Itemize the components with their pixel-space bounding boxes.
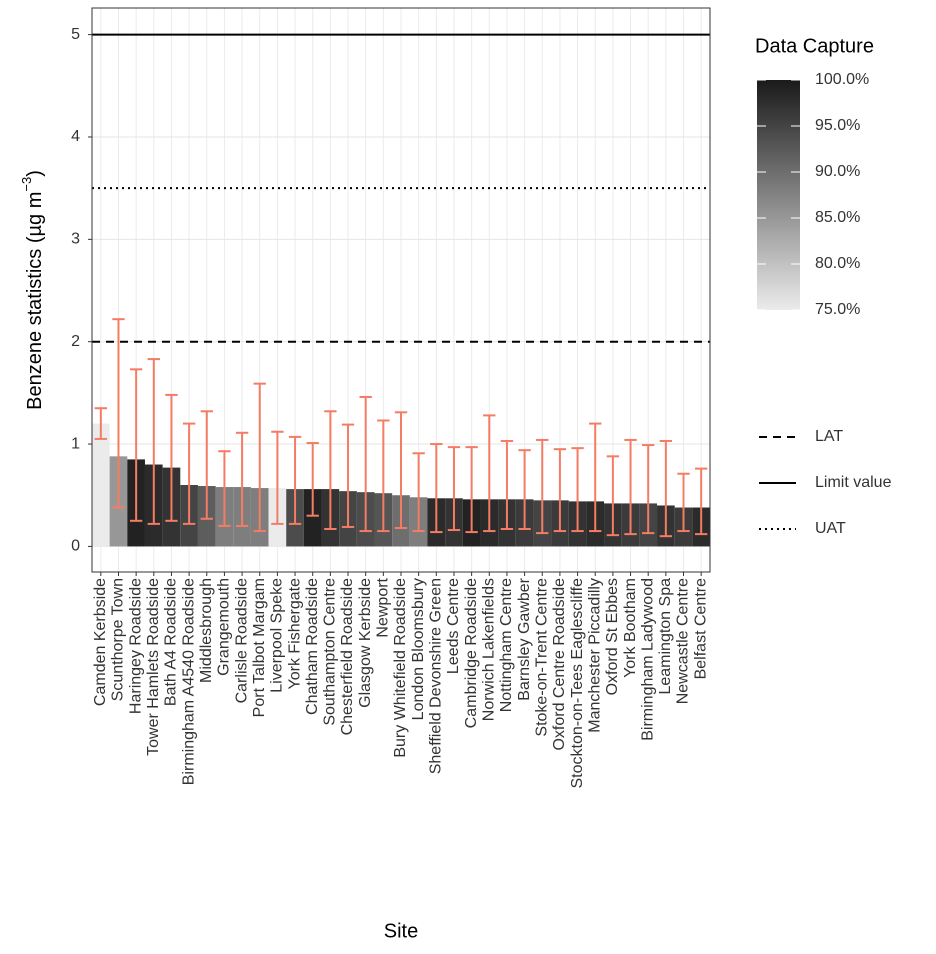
x-tick-label: Belfast Centre: [692, 578, 709, 679]
x-axis-title: Site: [384, 920, 418, 942]
x-tick-label: Nottingham Centre: [498, 578, 515, 712]
bar: [92, 423, 110, 547]
x-tick-label: Sheffield Devonshire Green: [428, 578, 445, 774]
x-tick-label: Barnsley Gawber: [516, 577, 533, 700]
colorbar-label: 95.0%: [815, 117, 860, 134]
x-tick-label: Southampton Centre: [322, 578, 339, 726]
y-label: Benzene statistics (µg m: [24, 192, 46, 410]
y-tick-label: 1: [71, 435, 80, 452]
colorbar: [757, 80, 800, 310]
x-tick-label: Newport: [375, 577, 392, 637]
x-tick-label: Scunthorpe Town: [110, 578, 127, 701]
x-tick-label: Cambridge Roadside: [463, 578, 480, 728]
x-tick-label: Norwich Lakenfields: [481, 578, 498, 721]
x-tick-label: Camden Kerbside: [92, 578, 109, 706]
x-tick-label: Bury Whitefield Roadside: [392, 578, 409, 758]
x-tick-label: Chesterfield Roadside: [339, 578, 356, 736]
x-tick-label: Carlisle Roadside: [233, 578, 250, 703]
legend-label: Limit value: [815, 474, 892, 491]
y-tick-label: 0: [71, 538, 80, 555]
plot-border: [91, 7, 711, 573]
x-tick-label: Stoke-on-Trent Centre: [533, 578, 550, 737]
x-tick-label: Birmingham A4540 Roadside: [180, 578, 197, 785]
x-tick-label: Middlesbrough: [198, 578, 215, 683]
colorbar-label: 80.0%: [815, 255, 860, 272]
y-axis-title: Benzene statistics (µg m−3): [19, 170, 46, 410]
y-label-sup: −3: [19, 177, 34, 192]
colorbar-label: 75.0%: [815, 301, 860, 318]
y-tick-label: 5: [71, 26, 80, 43]
x-tick-label: Birmingham Ladywood: [639, 578, 656, 741]
x-tick-label: Oxford Centre Roadside: [551, 578, 568, 751]
colorbar-label: 100.0%: [815, 71, 869, 88]
x-tick-label: London Bloomsbury: [410, 578, 427, 720]
y-tick-label: 3: [71, 231, 80, 248]
x-tick-label: York Fishergate: [286, 578, 303, 690]
y-tick-label: 2: [71, 333, 80, 350]
x-tick-label: Bath A4 Roadside: [163, 578, 180, 706]
legend-label: UAT: [815, 520, 846, 537]
x-tick-label: Leeds Centre: [445, 578, 462, 674]
x-tick-label: Tower Hamlets Roadside: [145, 578, 162, 756]
x-tick-label: Haringey Roadside: [127, 578, 144, 714]
y-label-end: ): [24, 170, 46, 177]
x-tick-label: Manchester Piccadilly: [586, 578, 603, 733]
y-tick-label: 4: [71, 128, 80, 145]
x-tick-label: Oxford St Ebbes: [604, 578, 621, 695]
x-tick-label: Stockton-on-Tees Eaglescliffe: [569, 578, 586, 789]
x-tick-label: Glasgow Kerbside: [357, 578, 374, 708]
x-tick-label: Chatham Roadside: [304, 578, 321, 715]
x-tick-label: Liverpool Speke: [269, 578, 286, 693]
x-tick-label: Port Talbot Margam: [251, 578, 268, 717]
legend-title: Data Capture: [755, 35, 874, 57]
legend-label: LAT: [815, 428, 843, 445]
colorbar-label: 85.0%: [815, 209, 860, 226]
x-tick-label: Leamington Spa: [657, 578, 674, 695]
x-tick-label: York Bootham: [622, 578, 639, 678]
bar: [303, 489, 322, 547]
x-tick-label: Grangemouth: [216, 578, 233, 676]
colorbar-label: 90.0%: [815, 163, 860, 180]
x-tick-label: Newcastle Centre: [675, 578, 692, 704]
